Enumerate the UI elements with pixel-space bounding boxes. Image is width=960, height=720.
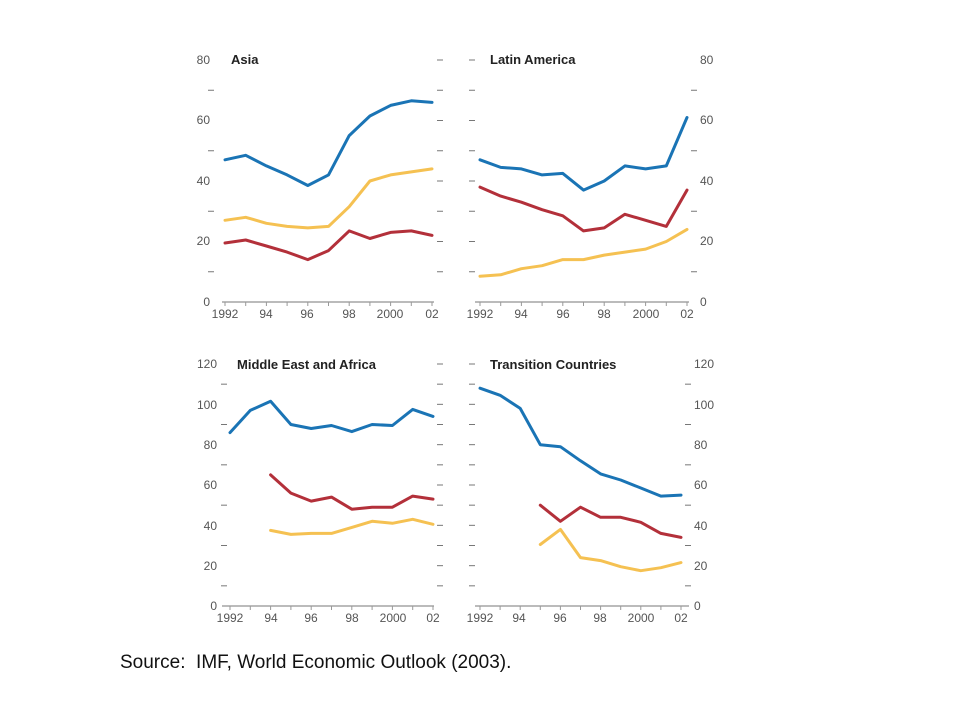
series-line-yellow <box>478 227 689 278</box>
x-tick-label: 94 <box>512 611 526 625</box>
series-line-red <box>538 503 683 539</box>
series-line-blue <box>478 386 683 498</box>
panel-middle-east-and-africa: Middle East and Africa 0 20 40 60 80 100… <box>197 357 443 625</box>
series-line-blue <box>228 399 435 435</box>
x-tick-label: 98 <box>342 307 356 321</box>
x-tick-label: 02 <box>680 307 694 321</box>
panel-asia: Asia 0 20 40 60 80 1992 94 96 98 2000 02 <box>197 52 443 321</box>
x-tick-label: 1992 <box>467 307 494 321</box>
series-line-blue <box>223 99 434 187</box>
series-line-yellow <box>538 527 683 573</box>
x-tick-label: 1992 <box>217 611 244 625</box>
panel-title: Latin America <box>490 52 576 67</box>
series-line-blue <box>478 116 689 192</box>
x-tick-label: 98 <box>345 611 359 625</box>
x-tick-label: 2000 <box>628 611 655 625</box>
panel-title: Transition Countries <box>490 357 616 372</box>
y-tick-label: 20 <box>700 234 714 248</box>
x-tick-label: 96 <box>553 611 567 625</box>
y-tick-label: 0 <box>700 295 707 309</box>
series-line-yellow <box>223 167 434 230</box>
x-tick-label: 1992 <box>212 307 239 321</box>
y-tick-label: 60 <box>700 113 714 127</box>
y-tick-label: 20 <box>204 559 218 573</box>
y-tick-label: 40 <box>700 174 714 188</box>
x-tick-label: 96 <box>556 307 570 321</box>
source-note: Source: IMF, World Economic Outlook (200… <box>120 652 512 673</box>
x-tick-label: 02 <box>674 611 688 625</box>
y-tick-label: 120 <box>197 357 217 371</box>
x-tick-label: 96 <box>300 307 314 321</box>
x-tick-label: 2000 <box>380 611 407 625</box>
y-tick-label: 60 <box>694 478 708 492</box>
y-tick-label: 20 <box>694 559 708 573</box>
panel-title: Asia <box>231 52 259 67</box>
y-tick-label: 0 <box>210 599 217 613</box>
y-tick-label: 80 <box>694 438 708 452</box>
y-tick-label: 100 <box>197 398 217 412</box>
x-tick-label: 02 <box>425 307 439 321</box>
x-tick-label: 2000 <box>377 307 404 321</box>
y-tick-label: 120 <box>694 357 714 371</box>
series-line-red <box>478 185 689 233</box>
x-tick-label: 02 <box>426 611 440 625</box>
x-tick-label: 94 <box>264 611 278 625</box>
panel-transition-countries: Transition Countries 0 20 40 60 80 100 1… <box>467 357 715 625</box>
x-tick-label: 94 <box>514 307 528 321</box>
y-tick-label: 0 <box>203 295 210 309</box>
x-tick-label: 98 <box>597 307 611 321</box>
series-line-red <box>269 473 435 511</box>
y-tick-label: 60 <box>204 478 218 492</box>
x-tick-label: 1992 <box>467 611 494 625</box>
y-tick-label: 40 <box>197 174 211 188</box>
x-tick-label: 98 <box>593 611 607 625</box>
panel-title: Middle East and Africa <box>237 357 377 372</box>
y-tick-label: 100 <box>694 398 714 412</box>
y-tick-label: 80 <box>197 53 211 67</box>
y-tick-label: 40 <box>694 519 708 533</box>
y-tick-label: 40 <box>204 519 218 533</box>
x-tick-label: 2000 <box>633 307 660 321</box>
y-tick-label: 80 <box>700 53 714 67</box>
y-tick-label: 60 <box>197 113 211 127</box>
y-tick-label: 20 <box>197 234 211 248</box>
x-tick-label: 96 <box>304 611 318 625</box>
y-tick-label: 0 <box>694 599 701 613</box>
y-tick-label: 80 <box>204 438 218 452</box>
series-line-yellow <box>269 517 435 536</box>
panel-latin-america: Latin America 0 20 40 60 80 1992 94 96 9… <box>467 52 714 321</box>
series-line-red <box>223 229 434 262</box>
x-tick-label: 94 <box>259 307 273 321</box>
